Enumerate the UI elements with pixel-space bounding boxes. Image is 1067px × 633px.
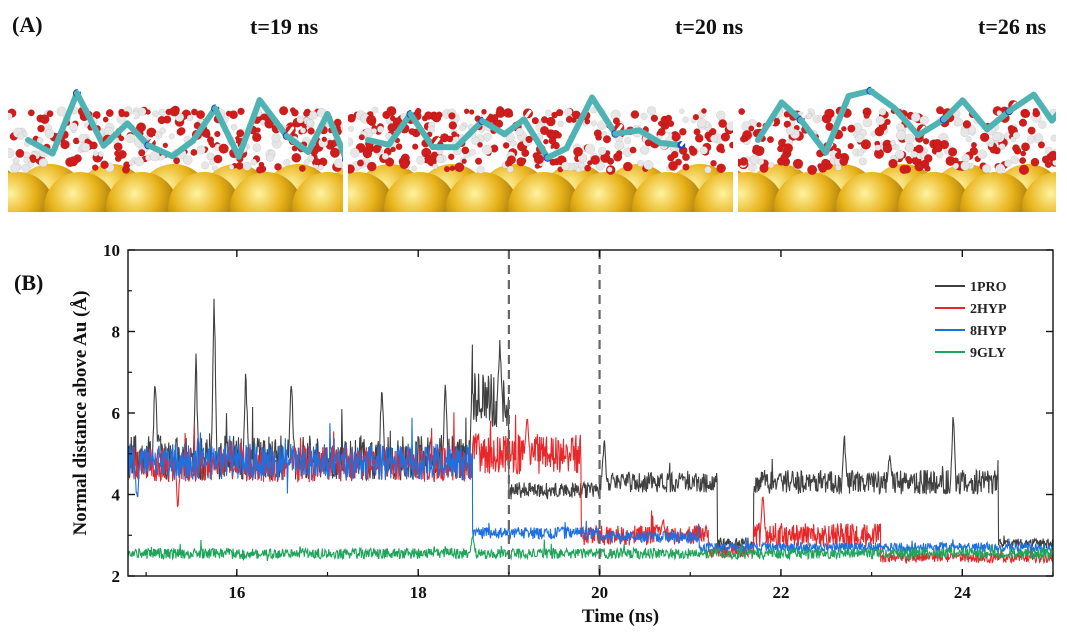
y-tick-label-10: 10 [103,241,120,260]
snapshot-panel-2 [348,40,733,212]
series-line-1pro [127,298,1054,551]
x-tick-label-20: 20 [591,583,608,602]
md-snapshots-image [8,40,1056,212]
legend-label-2hyp: 2HYP [970,302,1007,317]
legend-label-1pro: 1PRO [970,280,1007,295]
legend: 1PRO 2HYP 8HYP 9GLY [935,280,1007,361]
x-tick-label-24: 24 [954,583,972,602]
x-tick-label-22: 22 [772,583,789,602]
legend-label-8hyp: 8HYP [970,324,1007,339]
snapshot-label-26ns: t=26 ns [978,14,1047,39]
x-tick-label-18: 18 [410,583,427,602]
snapshot-panel-1 [8,40,343,212]
y-tick-label-4: 4 [112,486,121,505]
series-line-8hyp [127,417,1054,555]
legend-label-9gly: 9GLY [970,346,1006,361]
y-axis-title: Normal distance above Au (Å) [70,291,91,536]
snapshot-panel-3 [738,40,1056,212]
series-group [127,298,1054,565]
snapshot-label-19ns: t=19 ns [250,14,319,39]
x-axis-title: Time (ns) [582,606,659,627]
panel-b-label: (B) [14,270,44,295]
panel-a-label: (A) [12,12,43,37]
series-line-9gly [127,535,1054,562]
x-tick-label-16: 16 [228,583,245,602]
y-tick-label-2: 2 [112,567,121,586]
snapshot-label-20ns: t=20 ns [675,14,744,39]
y-tick-label-8: 8 [112,323,121,342]
y-tick-label-6: 6 [112,404,121,423]
